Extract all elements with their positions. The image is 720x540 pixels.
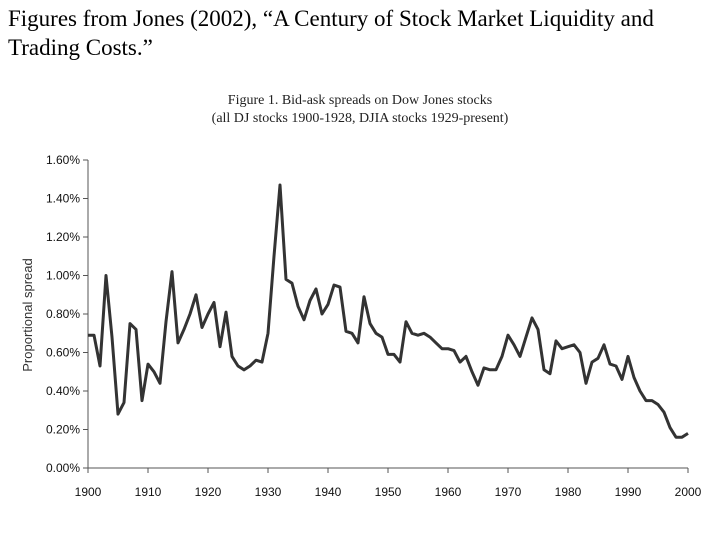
x-tick-label: 1990 <box>615 485 642 499</box>
series-line <box>88 183 689 439</box>
x-tick-label: 1910 <box>135 485 162 499</box>
chart-title: Figure 1. Bid-ask spreads on Dow Jones s… <box>228 93 492 108</box>
x-tick-label: 1940 <box>315 485 342 499</box>
heading-line-2: Trading Costs.” <box>8 35 153 60</box>
x-tick-label: 1950 <box>375 485 402 499</box>
page-heading: Figures from Jones (2002), “A Century of… <box>8 4 708 62</box>
y-tick-label: 0.40% <box>46 384 80 398</box>
x-tick-label: 1960 <box>435 485 462 499</box>
x-tick-label: 1900 <box>75 485 102 499</box>
x-tick-label: 1920 <box>195 485 222 499</box>
heading-line-1: Figures from Jones (2002), “A Century of… <box>8 6 654 31</box>
y-tick-label: 0.00% <box>46 461 80 475</box>
y-tick-label: 1.40% <box>46 192 80 206</box>
x-tick-label: 1980 <box>555 485 582 499</box>
y-tick-label: 1.00% <box>46 269 80 283</box>
x-tick-label: 1970 <box>495 485 522 499</box>
chart-subtitle: (all DJ stocks 1900-1928, DJIA stocks 19… <box>212 111 509 126</box>
y-tick-label: 0.80% <box>46 307 80 321</box>
x-tick-label: 2000 <box>675 485 702 499</box>
y-tick-label: 0.60% <box>46 346 80 360</box>
x-tick-label: 1930 <box>255 485 282 499</box>
y-axis-label: Proportional spread <box>20 258 35 371</box>
y-tick-label: 1.60% <box>46 153 80 167</box>
y-tick-label: 0.20% <box>46 423 80 437</box>
axis-ticks: 0.00% 0.20% 0.40% 0.60% 0.80% 1.00% 1.20% 1.40%… <box>46 153 702 499</box>
y-tick-label: 1.20% <box>46 230 80 244</box>
